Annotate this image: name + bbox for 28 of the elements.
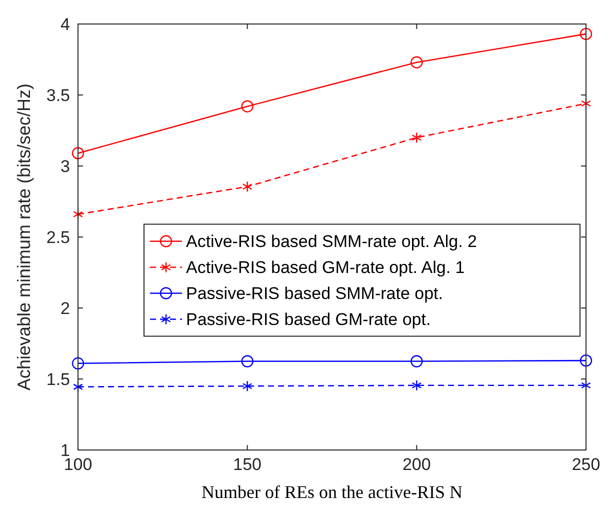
x-tick-label: 100 bbox=[64, 455, 92, 474]
point bbox=[242, 180, 252, 192]
y-tick-label: 2 bbox=[60, 298, 70, 318]
point bbox=[242, 380, 252, 392]
legend-label: Passive-RIS based SMM-rate opt. bbox=[186, 284, 443, 304]
y-tick-label: 3.5 bbox=[46, 86, 70, 105]
y-tick-label: 2.5 bbox=[46, 228, 70, 247]
point bbox=[241, 355, 254, 368]
legend-label: Active-RIS based GM-rate opt. Alg. 1 bbox=[186, 258, 465, 278]
point bbox=[241, 100, 254, 112]
x-tick-label: 250 bbox=[572, 455, 600, 474]
point bbox=[410, 56, 423, 68]
point bbox=[412, 380, 422, 391]
y-axis-title: Achievable minimum rate (bits/sec/Hz) bbox=[14, 83, 34, 391]
point bbox=[580, 28, 592, 40]
x-tick-label: 200 bbox=[402, 455, 431, 474]
point bbox=[410, 355, 423, 368]
x-axis-title: Number of REs on the active-RIS N bbox=[202, 482, 462, 502]
y-tick-label: 3 bbox=[60, 156, 70, 176]
point bbox=[412, 132, 422, 144]
legend-label: Active-RIS based SMM-rate opt. Alg. 2 bbox=[186, 232, 478, 252]
y-tick-label: 1.5 bbox=[46, 370, 70, 389]
legend-label: Passive-RIS based GM-rate opt. bbox=[186, 310, 431, 330]
y-tick-label: 4 bbox=[60, 14, 70, 34]
x-tick-label: 150 bbox=[233, 455, 262, 474]
point bbox=[72, 357, 84, 370]
point bbox=[72, 147, 84, 160]
point bbox=[580, 354, 592, 367]
